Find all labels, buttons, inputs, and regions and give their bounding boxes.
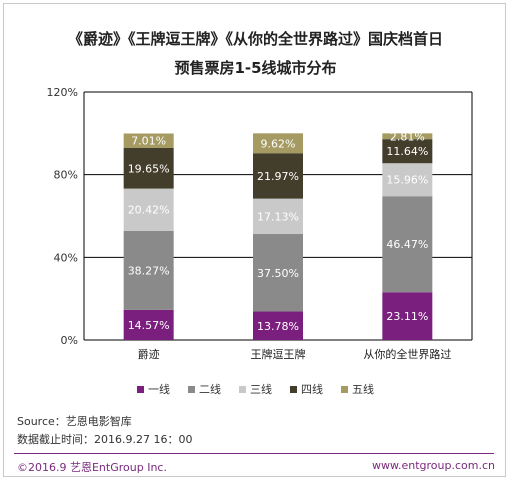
data-label: 13.78%: [257, 320, 299, 333]
chart-title: 《爵迹》《王牌逗王牌》《从你的全世界路过》国庆档首日: [67, 30, 443, 48]
legend-swatch: [290, 385, 297, 393]
bar-segment: [382, 292, 433, 340]
legend-label: 一线: [148, 383, 170, 396]
legend-swatch: [239, 385, 246, 393]
legend-item: 五线: [341, 381, 374, 397]
data-label: 38.27%: [128, 264, 170, 277]
legend-item: 二线: [188, 381, 221, 397]
data-label: 19.65%: [128, 162, 170, 175]
legend-swatch: [341, 385, 348, 393]
data-label: 9.62%: [261, 137, 296, 150]
data-label: 2.81%: [390, 130, 425, 143]
data-label: 17.13%: [257, 210, 299, 223]
bar-segment: [253, 311, 303, 340]
bar-segment: [123, 309, 174, 340]
bar-segment: [253, 234, 303, 312]
data-cutoff-note: 数据截止时间：2016.9.27 16：00: [17, 433, 193, 446]
data-label: 20.42%: [128, 204, 170, 217]
data-label: 15.96%: [386, 174, 428, 187]
legend-swatch: [137, 385, 144, 393]
bar-segment: [253, 153, 303, 199]
footer-divider: [14, 453, 494, 454]
bar-segment: [123, 147, 174, 189]
bar-segment: [382, 139, 433, 164]
bar-segment: [382, 133, 433, 140]
legend-label: 五线: [352, 383, 374, 396]
y-tick-label: 40%: [54, 251, 78, 264]
legend-swatch: [188, 385, 195, 393]
y-tick-label: 80%: [54, 169, 78, 182]
source-note: Source：艺恩电影智库: [17, 415, 132, 428]
y-tick-label: 120%: [47, 86, 78, 99]
data-label: 21.97%: [257, 170, 299, 183]
bar-segment: [123, 133, 174, 148]
bar-segment: [253, 133, 303, 154]
legend-item: 一线: [137, 381, 170, 397]
bar-segment: [382, 196, 433, 293]
legend-item: 三线: [239, 381, 272, 397]
y-tick-label: 0%: [61, 334, 78, 347]
data-label: 46.47%: [386, 238, 428, 251]
data-label: 23.11%: [386, 310, 428, 323]
legend-label: 四线: [301, 383, 323, 396]
x-tick-label: 爵迹: [138, 347, 160, 361]
copyright-text: ©2016.9 艺恩EntGroup Inc.: [17, 461, 167, 474]
legend-item: 四线: [290, 381, 323, 397]
x-tick-label: 从你的全世界路过: [363, 347, 451, 361]
data-label: 14.57%: [128, 319, 170, 332]
data-label: 11.64%: [386, 145, 428, 158]
bar-segment: [123, 230, 174, 310]
bar-segment: [382, 163, 433, 197]
legend-label: 二线: [199, 383, 221, 396]
x-tick-label: 王牌逗王牌: [251, 347, 306, 361]
chart-legend: 一线 二线 三线 四线 五线: [0, 381, 511, 397]
website-link[interactable]: www.entgroup.com.cn: [372, 459, 495, 472]
data-label: 37.50%: [257, 267, 299, 280]
bar-segment: [253, 198, 303, 235]
chart-subtitle: 预售票房1-5线城市分布: [174, 59, 337, 77]
data-label: 7.01%: [131, 135, 166, 148]
bar-segment: [123, 188, 174, 231]
legend-label: 三线: [250, 383, 272, 396]
